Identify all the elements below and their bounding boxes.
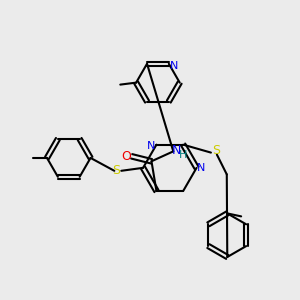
Text: O: O xyxy=(121,150,131,163)
Text: N: N xyxy=(197,163,206,173)
Text: N: N xyxy=(147,141,156,151)
Text: N: N xyxy=(172,144,181,157)
Text: N: N xyxy=(169,61,178,71)
Text: S: S xyxy=(112,164,120,177)
Text: H: H xyxy=(179,150,188,160)
Text: S: S xyxy=(212,144,220,157)
